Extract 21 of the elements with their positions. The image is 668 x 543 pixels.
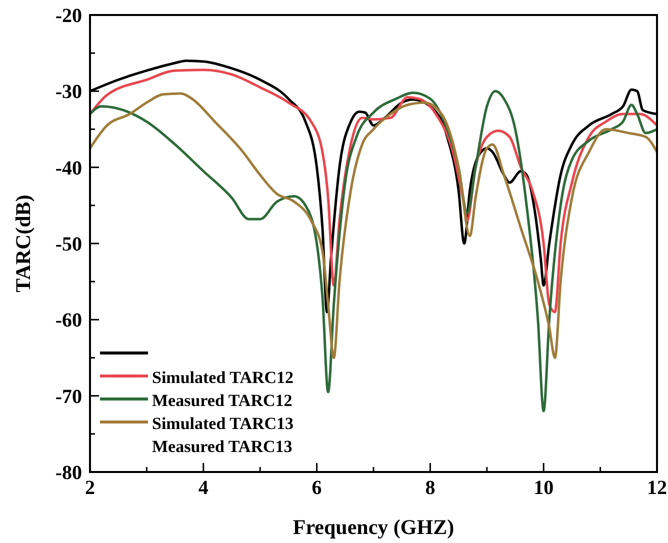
legend-label: Measured TARC12	[152, 391, 292, 410]
legend-label: Simulated TARC12	[152, 368, 294, 387]
y-tick-label: -70	[55, 386, 82, 408]
y-tick-label: -80	[55, 462, 82, 484]
x-tick-label: 8	[425, 477, 436, 499]
legend-label: Simulated TARC13	[152, 414, 294, 433]
x-tick-label: 2	[85, 477, 95, 499]
y-tick-label: -20	[55, 5, 82, 27]
y-tick-label: -50	[55, 234, 82, 256]
line-series	[88, 92, 658, 359]
y-axis-title: TARC(dB)	[11, 194, 35, 292]
x-tick-label: 10	[534, 477, 554, 499]
x-tick-label: 4	[198, 477, 208, 499]
annotation: Measured TARC13	[152, 437, 292, 456]
y-tick-label: -60	[55, 310, 82, 332]
x-tick-label: 6	[312, 477, 322, 499]
line-series	[88, 90, 658, 412]
y-tick-label: -30	[55, 81, 82, 104]
y-tick-label: -40	[55, 157, 82, 180]
x-tick-label: 12	[647, 477, 667, 499]
x-axis-title: Frequency (GHZ)	[292, 515, 454, 539]
